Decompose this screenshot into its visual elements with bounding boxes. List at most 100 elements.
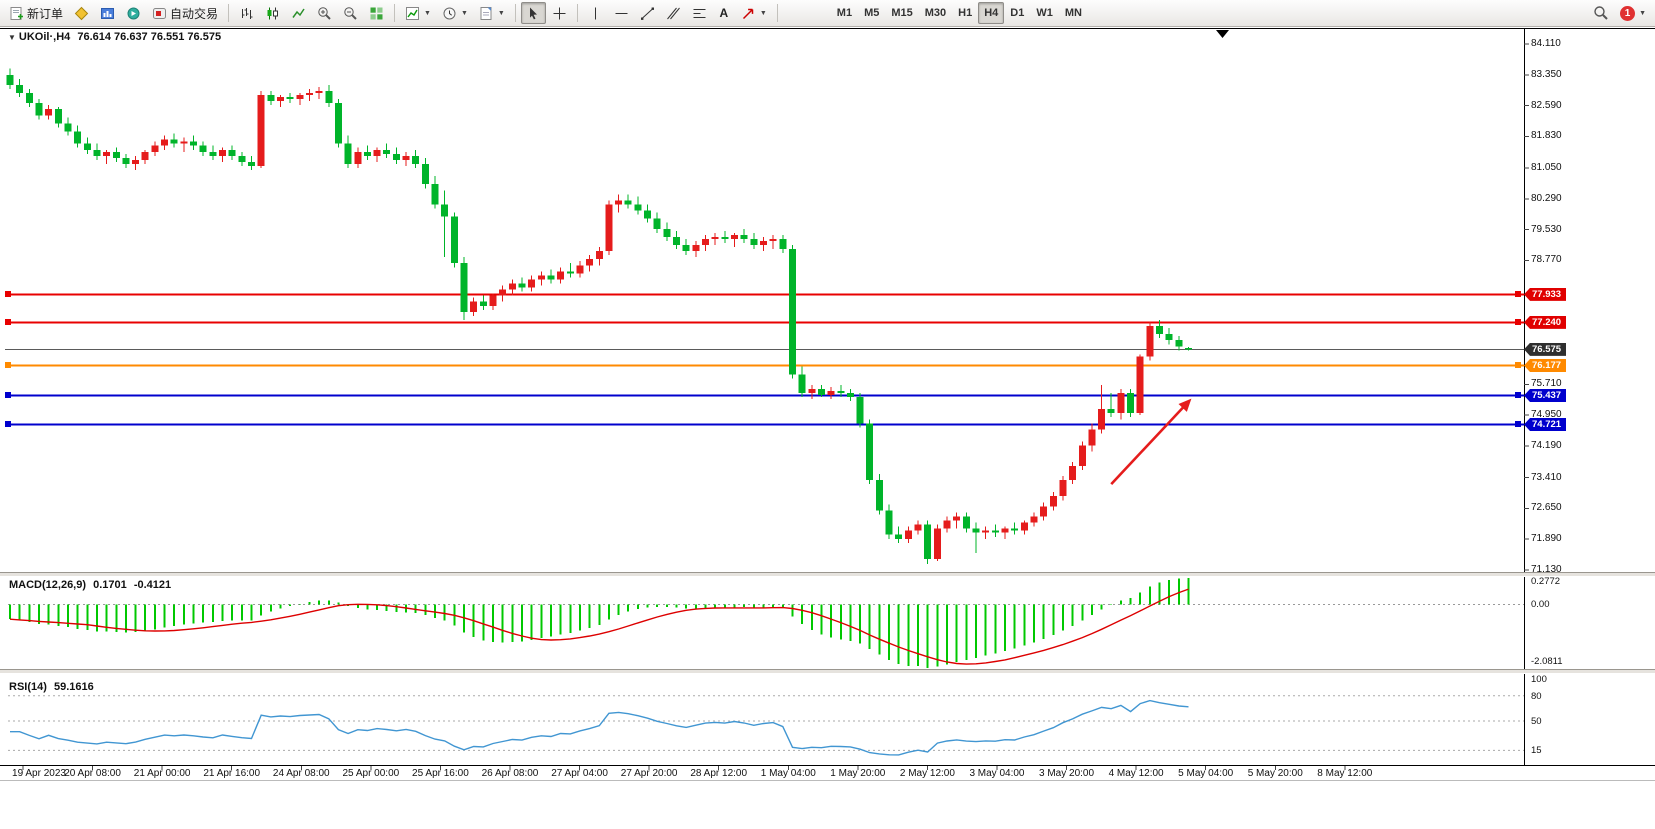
time-axis-label: 1 May 20:00 xyxy=(830,768,886,779)
price-tick-label: 74.950 xyxy=(1531,409,1562,421)
macd-scale-min: -2.0811 xyxy=(1531,656,1563,667)
cursor-icon xyxy=(526,6,541,21)
rsi-scale-label: 15 xyxy=(1531,745,1542,757)
time-axis-label: 27 Apr 20:00 xyxy=(620,768,678,779)
horizontal-line-tool-button[interactable] xyxy=(609,2,634,24)
autotrading-button[interactable]: 自动交易 xyxy=(147,2,223,24)
time-axis-label: 26 Apr 08:00 xyxy=(481,768,539,779)
macd-indicator-label: MACD(12,26,9) 0.1701 -0.4121 xyxy=(9,579,171,591)
tab-timeframe-W1[interactable]: W1 xyxy=(1036,7,1053,19)
crosshair-icon xyxy=(552,6,567,21)
tab-timeframe-M15[interactable]: M15 xyxy=(891,7,913,19)
dropdown-caret-icon: ▼ xyxy=(460,9,468,17)
tab-timeframe-MN[interactable]: MN xyxy=(1064,7,1082,19)
vertical-line-tool-button[interactable] xyxy=(583,2,608,24)
tab-timeframe-H1[interactable]: H1 xyxy=(958,7,973,19)
chart-bars-button[interactable] xyxy=(234,2,259,24)
cursor-tool-button[interactable] xyxy=(520,2,546,24)
macd-scale-max: 0.2772 xyxy=(1531,576,1561,587)
autotrading-icon xyxy=(152,6,167,21)
new-order-label: 新订单 xyxy=(27,6,64,21)
price-level-badge: 76.177 xyxy=(1524,358,1566,372)
zoom-out-icon xyxy=(343,6,358,21)
time-axis-label: 3 May 20:00 xyxy=(1039,768,1095,779)
text-tool-label: A xyxy=(719,6,729,20)
search-icon xyxy=(1593,5,1609,21)
price-level-badge: 75.437 xyxy=(1524,388,1566,402)
macd-main-value: 0.1701 xyxy=(93,579,127,591)
zoom-in-icon xyxy=(317,6,332,21)
tab-timeframe-M30[interactable]: M30 xyxy=(924,7,947,19)
price-tick-label: 73.410 xyxy=(1531,471,1562,483)
price-tick-label: 78.770 xyxy=(1531,254,1562,266)
new-order-button[interactable]: 新订单 xyxy=(4,2,68,24)
panel-splitter[interactable] xyxy=(0,669,1655,674)
time-axis-label: 20 Apr 08:00 xyxy=(64,768,121,779)
timeframe-group: M1 M5 M15 M30 H1 H4 D1 W1 MN xyxy=(831,2,1088,24)
tab-timeframe-D1[interactable]: D1 xyxy=(1010,7,1025,19)
price-level-badge: 77.240 xyxy=(1524,315,1566,329)
zoom-out-button[interactable] xyxy=(338,2,363,24)
rsi-scale-label: 80 xyxy=(1531,690,1542,702)
time-axis-label: 28 Apr 12:00 xyxy=(690,768,748,779)
time-axis-label: 19 Apr 2023 xyxy=(12,768,66,779)
clock-icon xyxy=(442,6,457,21)
channel-tool-button[interactable] xyxy=(661,2,686,24)
time-axis-label: 5 May 20:00 xyxy=(1247,768,1303,779)
dropdown-caret-icon: ▼ xyxy=(497,9,505,17)
price-level-badge: 74.721 xyxy=(1524,417,1566,431)
chart-line-button[interactable] xyxy=(286,2,311,24)
indicators-button[interactable]: ▼ xyxy=(400,2,436,24)
time-axis-label: 1 May 04:00 xyxy=(760,768,816,779)
collapse-arrow-icon[interactable]: ▼ xyxy=(8,33,16,42)
text-tool-button[interactable]: A xyxy=(713,2,735,24)
notification-badge: 1 xyxy=(1620,5,1636,21)
rsi-value: 59.1616 xyxy=(53,681,94,693)
templates-button[interactable]: ▼ xyxy=(474,2,510,24)
new-chart-button[interactable] xyxy=(69,2,94,24)
price-tick-label: 83.350 xyxy=(1531,68,1562,80)
profiles-button[interactable] xyxy=(95,2,120,24)
price-tick-label: 75.710 xyxy=(1531,378,1562,390)
trendline-tool-button[interactable] xyxy=(635,2,660,24)
time-axis-label: 21 Apr 00:00 xyxy=(133,768,191,779)
channel-icon xyxy=(666,6,681,21)
profiles-icon xyxy=(100,6,115,21)
time-axis-label: 8 May 12:00 xyxy=(1317,768,1373,779)
periods-button[interactable]: ▼ xyxy=(437,2,473,24)
horizontal-line-icon xyxy=(614,6,629,21)
tab-timeframe-M1[interactable]: M1 xyxy=(836,7,853,19)
tab-timeframe-M5[interactable]: M5 xyxy=(864,7,880,19)
chart-symbol: UKOil·,H4 xyxy=(18,31,71,43)
search-button[interactable] xyxy=(1588,2,1614,24)
templates-icon xyxy=(479,6,494,21)
time-axis-label: 4 May 12:00 xyxy=(1108,768,1164,779)
autotrading-label: 自动交易 xyxy=(170,6,219,21)
fibonacci-icon xyxy=(692,6,707,21)
arrow-object-icon xyxy=(741,6,756,21)
panel-splitter[interactable] xyxy=(0,572,1655,577)
notifications-button[interactable]: 1 ▼ xyxy=(1615,2,1651,24)
rsi-name: RSI(14) xyxy=(9,681,47,693)
crosshair-tool-button[interactable] xyxy=(547,2,572,24)
main-toolbar: 新订单 自动交易 ▼ ▼ ▼ xyxy=(0,0,1655,27)
macd-name: MACD(12,26,9) xyxy=(9,579,87,591)
rsi-scale-label: 50 xyxy=(1531,716,1542,727)
price-tick-label: 71.890 xyxy=(1531,533,1562,545)
tab-timeframe-H4[interactable]: H4 xyxy=(978,2,1005,24)
price-tick-label: 84.110 xyxy=(1531,38,1561,49)
tile-windows-button[interactable] xyxy=(364,2,389,24)
fibonacci-tool-button[interactable] xyxy=(687,2,712,24)
refresh-icon xyxy=(126,6,141,21)
line-chart-icon xyxy=(291,6,306,21)
zoom-in-button[interactable] xyxy=(312,2,337,24)
trendline-icon xyxy=(640,6,655,21)
price-tick-label: 82.590 xyxy=(1531,99,1562,111)
time-axis-label: 24 Apr 08:00 xyxy=(272,768,330,779)
chart-candles-button[interactable] xyxy=(260,2,285,24)
tile-windows-icon xyxy=(369,6,384,21)
refresh-button[interactable] xyxy=(121,2,146,24)
chart-title: ▼ UKOil·,H4 76.614 76.637 76.551 76.575 xyxy=(8,31,221,43)
arrows-tool-button[interactable]: ▼ xyxy=(736,2,772,24)
